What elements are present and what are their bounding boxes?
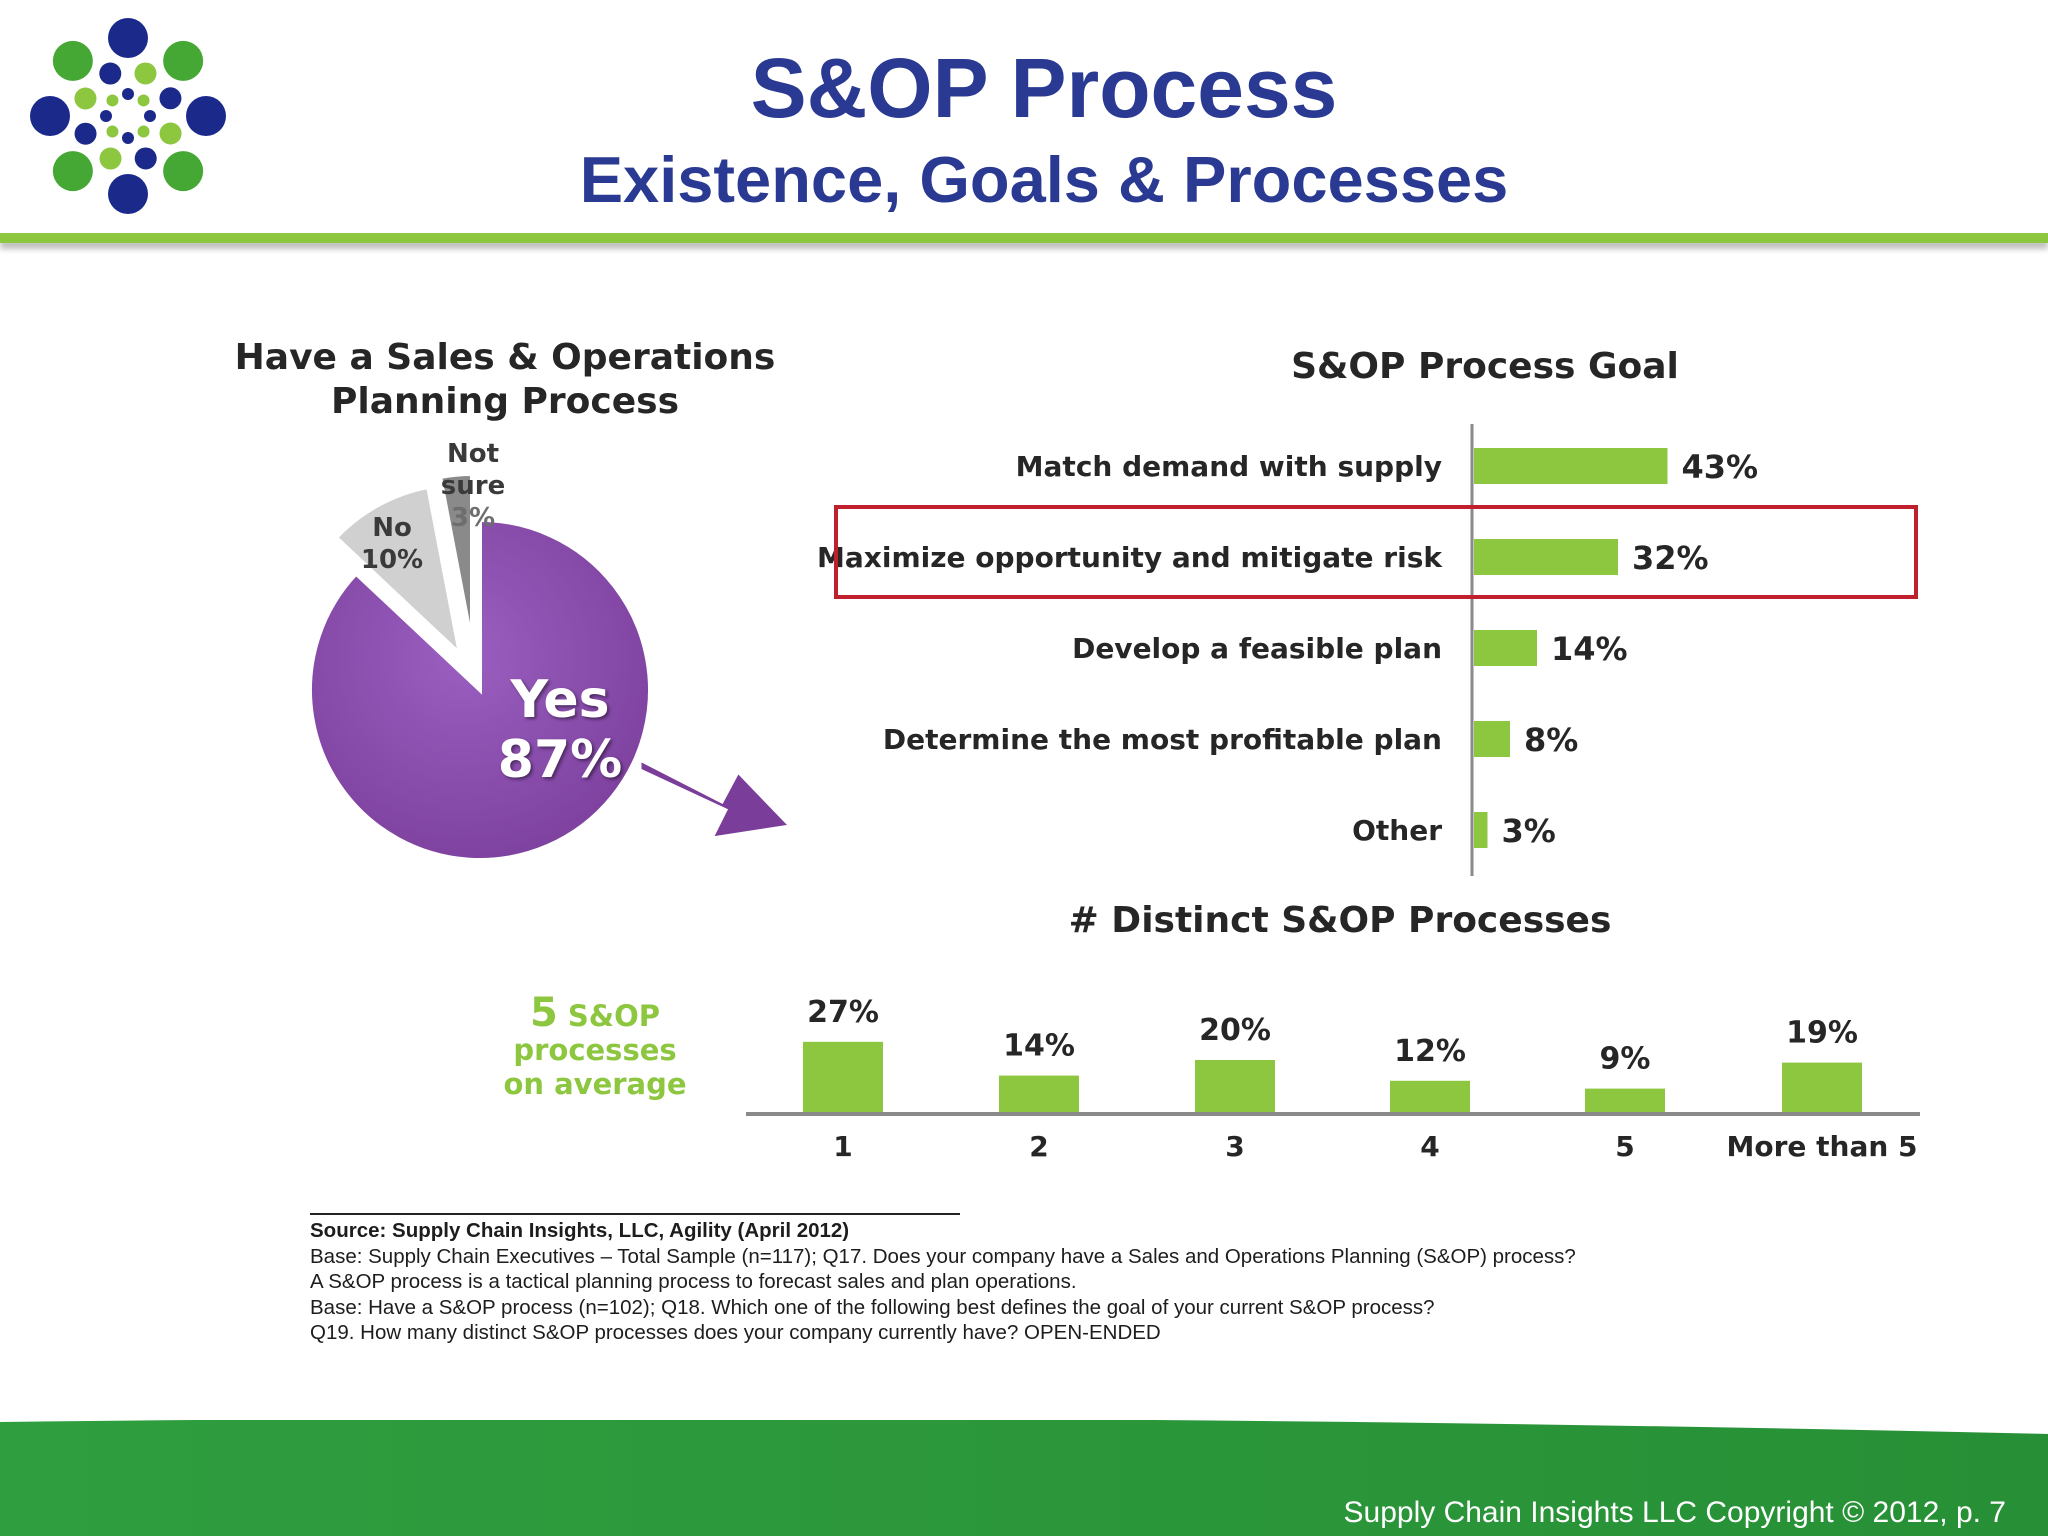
- goal-bar: [1474, 630, 1537, 666]
- pie-slice-yes: [308, 517, 652, 862]
- pie-slice-no: [333, 484, 464, 660]
- logo-dot: [159, 122, 182, 145]
- logo-dot: [52, 151, 93, 192]
- logo-dot: [74, 122, 97, 145]
- distinct-bar: [1390, 1080, 1470, 1112]
- distinct-bar: [1782, 1062, 1862, 1112]
- source-line: Source: Supply Chain Insights, LLC, Agil…: [310, 1219, 850, 1242]
- pie-chart-title: Have a Sales & Operations Planning Proce…: [234, 337, 776, 422]
- distinct-value-label: 27%: [807, 995, 879, 1030]
- goal-category-label: Other: [1352, 814, 1442, 847]
- distinct-category-label: 2: [1029, 1130, 1048, 1163]
- source-line: A S&OP process is a tactical planning pr…: [310, 1270, 1077, 1293]
- logo-dot: [122, 132, 134, 144]
- logo-dot: [137, 125, 150, 138]
- goal-bar: [1474, 721, 1510, 757]
- logo-dot: [144, 110, 156, 122]
- header-divider: [0, 233, 2048, 243]
- logo-dot: [99, 147, 122, 170]
- distinct-category-label: 5: [1615, 1130, 1634, 1163]
- logo-dot: [159, 87, 182, 110]
- logo-dot: [163, 40, 204, 81]
- pie-label-yes: Yes 87%: [497, 670, 623, 790]
- goal-value-label: 32%: [1632, 539, 1709, 577]
- source-notes: Source: Supply Chain Insights, LLC, Agil…: [310, 1218, 1870, 1346]
- highlight-box: [834, 505, 1918, 599]
- average-annotation: 5 S&OP processes on average: [503, 990, 687, 1101]
- logo-dot: [100, 110, 112, 122]
- source-line: Base: Supply Chain Executives – Total Sa…: [310, 1244, 1576, 1268]
- distinct-category-label: More than 5: [1726, 1130, 1917, 1163]
- goal-category-label: Match demand with supply: [1016, 450, 1442, 483]
- goal-value-label: 8%: [1524, 721, 1578, 759]
- logo-dot: [108, 174, 148, 214]
- goal-bar: [1474, 812, 1488, 848]
- logo-dot: [122, 88, 134, 100]
- logo-dot: [106, 125, 119, 138]
- logo-dot: [134, 147, 157, 170]
- distinct-bar: [803, 1041, 883, 1112]
- distinct-value-label: 9%: [1600, 1042, 1651, 1077]
- logo-dot: [30, 96, 70, 136]
- distinct-bar: [1585, 1088, 1665, 1112]
- pie-label-not-sure: Not sure 3%: [440, 439, 506, 533]
- goal-category-label: Determine the most profitable plan: [883, 723, 1442, 756]
- pie-arrow: [638, 757, 794, 840]
- pie-slice-not-sure: [437, 471, 474, 645]
- goal-bar: [1474, 539, 1618, 575]
- logo-dot: [106, 94, 119, 107]
- goal-value-label: 3%: [1502, 812, 1556, 850]
- goal-category-label: Maximize opportunity and mitigate risk: [817, 541, 1443, 574]
- distinct-value-label: 12%: [1394, 1034, 1466, 1069]
- page-title: S&OP Process: [750, 41, 1338, 135]
- logo-dot: [134, 62, 157, 85]
- footer-copyright: Supply Chain Insights LLC Copyright © 20…: [1343, 1496, 2007, 1529]
- distinct-category-label: 3: [1225, 1130, 1244, 1163]
- source-divider: [310, 1213, 960, 1215]
- goal-value-label: 43%: [1682, 448, 1759, 486]
- source-line: Base: Have a S&OP process (n=102); Q18. …: [310, 1295, 1435, 1319]
- pie-label-no: No 10%: [360, 513, 424, 575]
- distinct-category-label: 1: [833, 1130, 852, 1163]
- distinct-value-label: 19%: [1786, 1016, 1858, 1051]
- goal-bar: [1474, 448, 1668, 484]
- logo-dot: [137, 94, 150, 107]
- goal-category-label: Develop a feasible plan: [1072, 632, 1442, 665]
- source-line: Q19. How many distinct S&OP processes do…: [310, 1321, 1161, 1344]
- page-subtitle: Existence, Goals & Processes: [579, 143, 1509, 216]
- distinct-bar: [1195, 1060, 1275, 1112]
- logo-dot: [108, 18, 148, 58]
- distinct-bar: [999, 1075, 1079, 1112]
- distinct-category-label: 4: [1420, 1130, 1439, 1163]
- logo-dot: [99, 62, 122, 85]
- distinct-value-label: 20%: [1199, 1013, 1271, 1048]
- footer-band: [0, 1420, 2048, 1536]
- logo-dot: [186, 96, 226, 136]
- logo-dot: [74, 87, 97, 110]
- logo-dot: [52, 40, 93, 81]
- distinct-value-label: 14%: [1003, 1029, 1075, 1064]
- dotted-circle-logo-icon: [30, 18, 226, 214]
- goal-chart-title: S&OP Process Goal: [1291, 346, 1679, 387]
- goal-value-label: 14%: [1551, 630, 1628, 668]
- logo-dot: [163, 151, 204, 192]
- distinct-chart-title: # Distinct S&OP Processes: [1068, 900, 1612, 941]
